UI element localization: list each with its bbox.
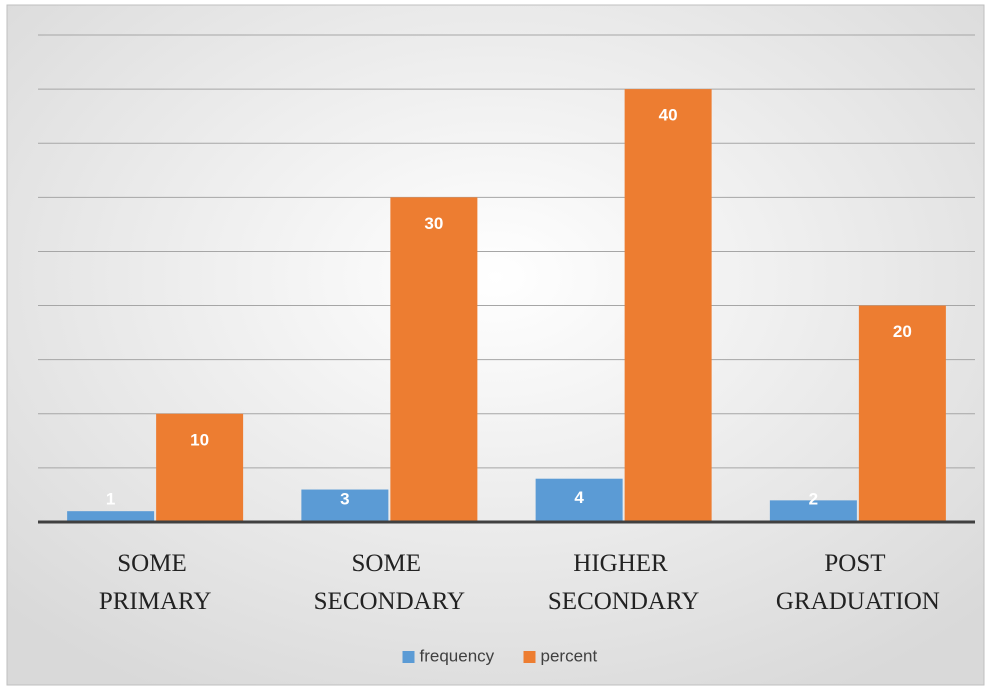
data-label: 4 [574, 488, 584, 507]
data-label: 20 [893, 322, 912, 341]
bar [156, 413, 244, 522]
chart-background [6, 4, 985, 686]
data-label: 40 [659, 106, 678, 125]
bar [390, 197, 478, 523]
x-tick-label: SOME SECONDARY [314, 550, 465, 615]
bar [624, 89, 712, 522]
bar [67, 511, 155, 522]
x-tick-label: SOME PRIMARY [99, 550, 212, 615]
legend-swatch [523, 651, 536, 663]
legend-label: frequency [420, 646, 495, 665]
bar [769, 500, 857, 522]
x-tick-label: POST GRADUATION [776, 550, 940, 615]
bar [858, 305, 946, 522]
legend-label: percent [541, 646, 598, 665]
data-label: 2 [809, 489, 818, 508]
data-label: 3 [340, 489, 349, 508]
bar [301, 489, 389, 522]
bar [535, 478, 623, 522]
data-label: 10 [190, 430, 209, 449]
legend-swatch [402, 651, 415, 663]
data-label: 30 [424, 214, 443, 233]
data-label: 1 [106, 489, 115, 508]
x-tick-label: HIGHER SECONDARY [548, 550, 699, 615]
